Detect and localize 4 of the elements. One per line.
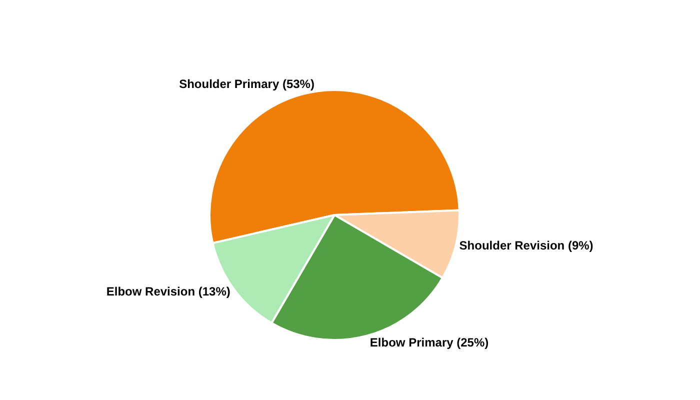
slice-label: Shoulder Primary (53%) [179,77,314,92]
slice-label: Shoulder Revision (9%) [459,238,594,253]
slice-label: Elbow Revision (13%) [106,284,230,299]
slice-label: Elbow Primary (25%) [370,335,489,350]
